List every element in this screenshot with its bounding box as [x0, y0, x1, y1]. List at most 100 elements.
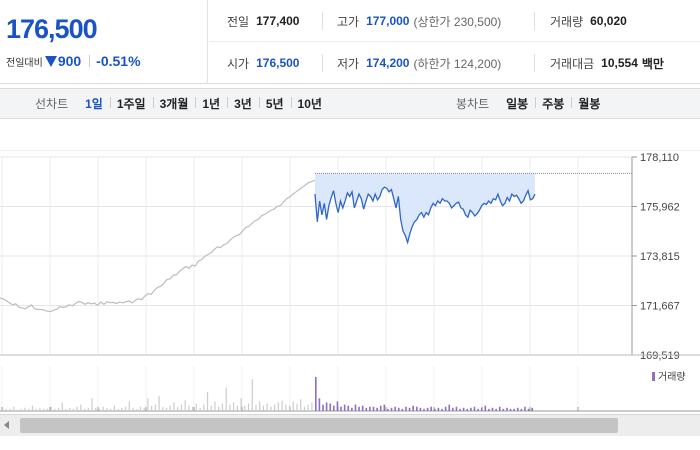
volume-bar	[498, 406, 501, 411]
chart-period-toolbar: 선차트 1일 1주일 3개월 1년 3년 5년 10년 봉차트 일봉 주봉 월봉	[0, 88, 700, 119]
volume-bar	[20, 408, 22, 411]
volume-bar	[527, 408, 530, 411]
quote-stats: 전일 177,400 고가 177,000 (상한가 230,500) 거래량 …	[209, 0, 700, 84]
stat-high: 고가 177,000 (상한가 230,500)	[337, 14, 502, 29]
volume-bar	[513, 408, 515, 411]
volume-bar	[266, 403, 268, 411]
chart-scrollbar[interactable]	[0, 414, 700, 436]
volume-bar	[35, 408, 37, 411]
volume-bar	[303, 406, 306, 411]
volume-bar	[354, 404, 357, 411]
volume-bar	[419, 407, 422, 411]
volume-bar	[470, 407, 472, 411]
y-tick-label: 173,815	[640, 251, 680, 263]
period-3y-button[interactable]: 3년	[227, 95, 259, 112]
volume-bar	[262, 405, 265, 411]
y-tick-label: 171,667	[640, 301, 680, 313]
volume-bar	[448, 404, 451, 411]
volume-bar	[177, 406, 179, 411]
volume-bar	[430, 406, 433, 411]
volume-bar	[50, 406, 52, 411]
volume-bar	[165, 407, 168, 411]
volume-bar	[154, 404, 156, 411]
y-tick-label: 169,519	[640, 350, 680, 362]
volume-bar	[426, 407, 429, 411]
series-line-prev	[0, 179, 316, 313]
volume-bar	[434, 408, 436, 411]
volume-bar	[9, 408, 11, 411]
volume-bar	[180, 404, 183, 411]
volume-bar	[329, 403, 332, 411]
volume-bar	[351, 407, 353, 411]
volume-bar	[452, 407, 454, 411]
y-tick-label: 178,110	[640, 152, 679, 164]
volume-bar	[333, 405, 335, 411]
volume-bar	[408, 407, 411, 411]
period-3m-button[interactable]: 3개월	[152, 95, 196, 112]
period-1w-button[interactable]: 1주일	[109, 95, 153, 112]
volume-bar	[405, 406, 407, 411]
volume-bar	[506, 407, 508, 411]
volume-bar	[57, 407, 60, 411]
change-value: 900	[57, 53, 82, 69]
scroll-left-arrow-icon[interactable]	[4, 421, 9, 429]
volume-bar	[281, 400, 283, 411]
volume-bar	[132, 407, 134, 411]
line-chart-periods: 선차트 1일 1주일 3개월 1년 3년 5년 10년	[35, 89, 329, 118]
volume-bar	[214, 401, 216, 411]
volume-bar	[24, 407, 26, 411]
period-5y-button[interactable]: 5년	[258, 95, 291, 112]
volume-bar	[210, 405, 212, 411]
volume-bar	[2, 407, 4, 411]
volume-bar	[139, 406, 142, 411]
volume-bar	[387, 408, 389, 411]
volume-bar	[113, 405, 115, 411]
volume-bar	[218, 406, 220, 411]
series-line-today	[314, 186, 536, 245]
volume-bar	[322, 404, 324, 411]
volume-bar	[16, 409, 19, 411]
volume-bar	[285, 404, 287, 411]
volume-bar	[80, 404, 82, 411]
candle-weekly-button[interactable]: 주봉	[535, 95, 571, 112]
volume-bar	[401, 408, 404, 411]
quote-header: 176,500 전일대비 900 -0.51% 전일 177,400 고가 17…	[0, 0, 700, 84]
volume-bar	[390, 407, 393, 411]
volume-bar	[13, 406, 15, 411]
volume-bar	[524, 406, 526, 411]
volume-bar	[358, 406, 360, 411]
candle-monthly-button[interactable]: 월봉	[571, 95, 607, 112]
volume-bar	[39, 407, 41, 411]
volume-bar	[347, 405, 350, 411]
volume-bar	[65, 408, 67, 411]
scroll-thumb[interactable]	[20, 418, 618, 433]
volume-bar	[229, 404, 231, 411]
volume-bar	[318, 398, 321, 411]
volume-bar	[91, 398, 93, 411]
candle-daily-button[interactable]: 일봉	[506, 97, 529, 111]
period-1d-button[interactable]: 1일	[85, 97, 103, 111]
volume-bar	[376, 407, 378, 411]
volume-bar	[379, 405, 382, 411]
volume-bar	[292, 401, 294, 411]
volume-bar	[495, 408, 497, 411]
volume-bar	[87, 407, 89, 411]
volume-bar	[372, 406, 375, 411]
volume-bar	[307, 404, 309, 411]
volume-bar	[311, 402, 313, 411]
volume-bar	[270, 406, 272, 411]
volume-bar	[325, 402, 328, 411]
volume-bar	[199, 407, 201, 411]
volume-bar	[247, 403, 250, 411]
stat-volume: 거래량 60,020	[550, 14, 627, 29]
period-1y-button[interactable]: 1년	[195, 95, 227, 112]
volume-bar	[516, 407, 519, 411]
volume-bar	[173, 402, 175, 411]
volume-bar	[509, 408, 512, 411]
volume-bar	[423, 408, 425, 411]
price-box: 176,500 전일대비 900 -0.51%	[0, 0, 208, 84]
volume-bar	[480, 407, 483, 411]
period-10y-button[interactable]: 10년	[290, 95, 329, 112]
volume-bar	[459, 408, 461, 411]
volume-bar	[221, 403, 224, 411]
